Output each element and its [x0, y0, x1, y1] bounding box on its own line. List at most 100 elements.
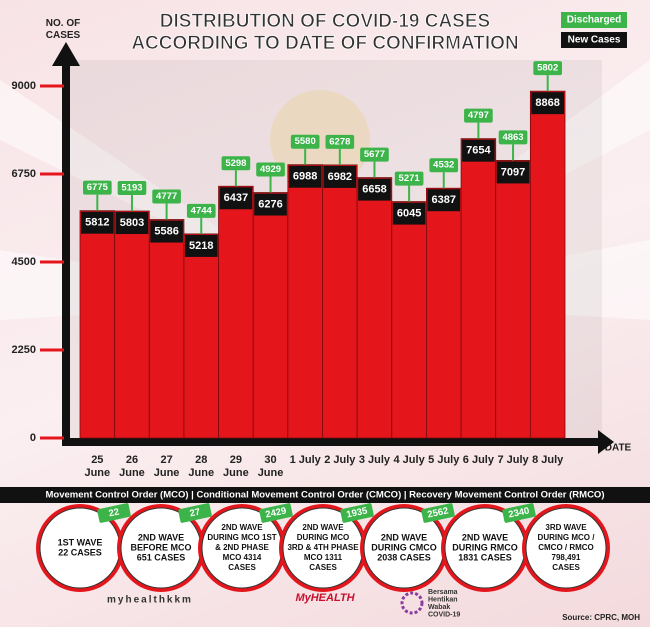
x-tick-label: 5 July: [428, 454, 460, 466]
bar: [252, 192, 289, 439]
value-box: [427, 189, 461, 212]
discharged-tag: [498, 130, 528, 145]
wave-text: 2ND WAVE: [138, 532, 184, 542]
y-tick-label: 2250: [12, 344, 36, 356]
footer-handle: myhealthkkm: [107, 595, 193, 606]
value-box: [184, 234, 218, 257]
wave-text: CASES: [309, 563, 337, 572]
wave-tag: [502, 503, 536, 523]
title-line: ACCORDING TO DATE OF CONFIRMATION: [131, 33, 518, 54]
banner-bg: [0, 487, 650, 503]
wave-text: MCO 1311: [304, 553, 343, 562]
value-box: [323, 165, 357, 188]
x-tick-label: 1 July: [289, 454, 321, 466]
wave-text: CASES: [552, 563, 580, 572]
discharged-tag: [83, 180, 112, 195]
bar: [114, 210, 150, 439]
campaign-text: Wabak: [428, 604, 450, 611]
value-label: 5586: [154, 225, 178, 237]
value-label: 6982: [328, 171, 352, 183]
discharged-label: 5580: [295, 136, 316, 147]
discharged-tag: [533, 61, 562, 76]
y-axis-label: NO. OF CASES: [45, 18, 81, 41]
discharged-label: 4863: [502, 132, 523, 143]
legend-label: New Cases: [568, 35, 621, 46]
wave-tag-label: 1935: [346, 505, 370, 520]
discharged-label: 4532: [433, 160, 454, 171]
campaign-icon: [400, 591, 424, 615]
wave-tag-label: 2429: [265, 505, 288, 520]
discharged-label: 5677: [364, 149, 385, 160]
wave-text: DURING RMCO: [452, 542, 518, 552]
wave-text: 1ST WAVE: [58, 537, 103, 547]
x-axis-arrow: [598, 430, 614, 454]
wave-tag-label: 22: [108, 507, 121, 520]
wave-text: 2ND WAVE: [302, 523, 344, 532]
x-tick-label: 7 July: [497, 454, 529, 466]
wave-text: CASES: [228, 563, 256, 572]
x-tick-label: 8 July: [532, 454, 564, 466]
wave-text: DURING MCO /: [538, 533, 596, 542]
x-tick-label: 27 June: [153, 454, 180, 479]
legend-label: Discharged: [567, 15, 621, 26]
bar: [287, 164, 323, 439]
wave-tag: [178, 503, 212, 523]
campaign-text: COVID-19: [428, 611, 460, 618]
wave-text: MCO 4314: [223, 553, 262, 562]
discharged-label: 5271: [399, 173, 421, 184]
wave-text: CMCO / RMCO: [538, 543, 594, 552]
discharged-label: 4744: [191, 205, 213, 216]
value-label: 5803: [120, 217, 144, 229]
wave-text: & 2ND PHASE: [215, 543, 269, 552]
wave-tag: [97, 503, 131, 523]
value-box: [288, 165, 322, 188]
value-box: [392, 202, 426, 225]
value-box: [81, 211, 114, 234]
legend-swatch: [561, 12, 627, 28]
wave-tag-label: 2562: [427, 505, 450, 520]
value-label: 6437: [224, 192, 248, 204]
wave-tag: [340, 503, 374, 523]
value-label: 6387: [432, 194, 456, 206]
value-box: [496, 161, 530, 184]
wave-text: 651 CASES: [137, 552, 186, 562]
banner: Movement Control Order (MCO) | Condition…: [46, 490, 605, 501]
bar: [529, 90, 566, 439]
bar: [218, 185, 254, 439]
value-label: 8868: [535, 97, 559, 109]
value-label: 7654: [466, 145, 491, 157]
x-tick-label: 3 July: [358, 454, 391, 466]
discharged-tag: [221, 156, 251, 171]
discharged-tag: [429, 158, 459, 173]
x-tick-label: 6 July: [462, 454, 494, 466]
wave-tag-label: 27: [189, 507, 202, 520]
discharged-label: 5298: [225, 158, 246, 169]
x-tick-label: 2 July: [324, 454, 356, 466]
wave-tag: [259, 503, 293, 523]
wave-text: 2038 CASES: [377, 552, 431, 562]
x-tick-label: 30 June: [257, 454, 284, 479]
wave-text: DURING MCO 1ST: [207, 533, 276, 542]
wave-tag-label: 2340: [508, 505, 531, 520]
discharged-tag: [186, 203, 216, 218]
x-tick-label: 28 June: [188, 454, 215, 479]
bar: [356, 177, 393, 439]
discharged-label: 5802: [537, 63, 558, 74]
value-box: [531, 92, 564, 115]
discharged-label: 4929: [260, 164, 281, 175]
wave-circle: [525, 507, 607, 589]
x-tick-label: 29 June: [223, 454, 249, 479]
y-tick-label: 4500: [12, 256, 36, 268]
discharged-tag: [117, 181, 147, 196]
value-label: 5218: [189, 240, 213, 252]
discharged-label: 4777: [156, 191, 177, 202]
value-label: 6045: [397, 207, 421, 219]
discharged-label: 4797: [468, 110, 489, 121]
value-label: 6988: [293, 171, 317, 183]
bar: [183, 233, 219, 439]
value-box: [219, 187, 253, 210]
y-axis-arrow: [52, 42, 80, 66]
wave-text: BEFORE MCO: [130, 542, 191, 552]
value-label: 6658: [362, 184, 386, 196]
